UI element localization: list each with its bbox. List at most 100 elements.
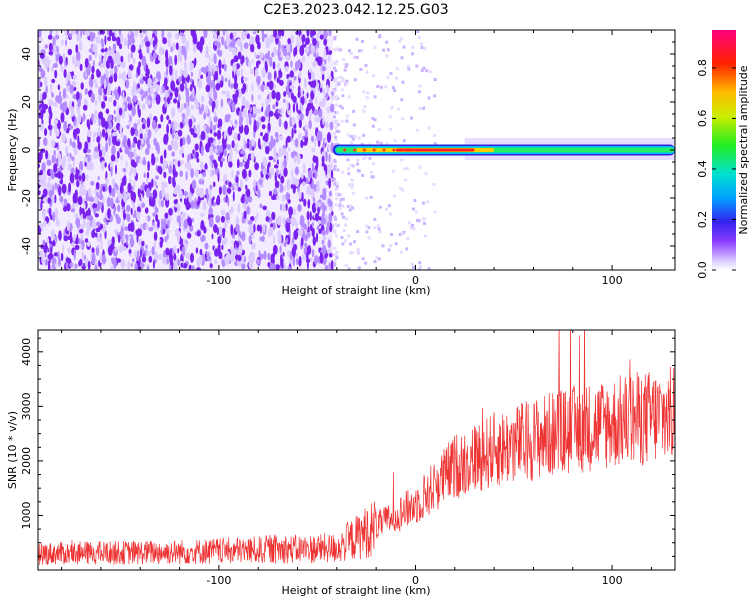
noise-cell [239, 41, 244, 53]
noise-cell [179, 170, 183, 177]
noise-cell [377, 227, 381, 231]
noise-cell [40, 244, 45, 249]
noise-cell [133, 84, 138, 91]
noise-cell [432, 183, 436, 186]
noise-cell [211, 30, 215, 34]
noise-cell [44, 245, 48, 251]
noise-cell [203, 66, 207, 75]
noise-cell [123, 246, 127, 251]
noise-cell [362, 109, 366, 113]
noise-cell [309, 224, 313, 232]
noise-cell [355, 37, 359, 41]
noise-cell [212, 124, 217, 131]
noise-cell [234, 55, 238, 61]
noise-cell [127, 69, 132, 79]
noise-cell [119, 124, 123, 135]
noise-cell [344, 83, 348, 87]
noise-cell [385, 40, 389, 44]
noise-cell [154, 59, 160, 65]
noise-cell [268, 91, 272, 102]
noise-cell [260, 132, 263, 137]
noise-cell [38, 45, 41, 51]
noise-cell [167, 219, 170, 228]
noise-cell [223, 148, 227, 157]
noise-cell [278, 169, 283, 176]
noise-cell [101, 43, 105, 48]
noise-cell [343, 63, 347, 67]
colorbar-label: Normalized spectral amplitude [737, 65, 750, 234]
noise-cell [118, 72, 122, 80]
noise-cell [164, 217, 167, 227]
noise-cell [323, 138, 327, 144]
noise-cell [304, 94, 308, 105]
noise-cell [356, 248, 360, 251]
noise-cell [129, 221, 135, 233]
noise-cell [241, 168, 247, 179]
noise-cell [311, 135, 314, 143]
noise-cell [38, 78, 41, 89]
y-tick-label: -40 [20, 237, 33, 255]
noise-cell [333, 48, 336, 52]
noise-cell [88, 91, 92, 98]
noise-cell [122, 138, 127, 148]
noise-cell [114, 247, 117, 252]
noise-cell [269, 168, 275, 176]
noise-cell [371, 124, 375, 128]
noise-cell [112, 135, 117, 146]
noise-cell [287, 182, 291, 191]
noise-cell [236, 158, 240, 169]
noise-cell [192, 132, 198, 138]
noise-cell [206, 252, 210, 258]
noise-cell [229, 252, 235, 263]
noise-cell [336, 224, 340, 227]
noise-cell [59, 195, 64, 203]
noise-cell [332, 177, 336, 181]
noise-cell [108, 96, 113, 103]
noise-cell [186, 40, 190, 51]
noise-cell [47, 124, 53, 131]
noise-cell [316, 82, 320, 90]
noise-cell [49, 110, 53, 120]
noise-cell [275, 137, 279, 143]
noise-cell [43, 76, 48, 86]
noise-cell [86, 148, 92, 154]
noise-cell [64, 145, 69, 155]
noise-cell [322, 143, 326, 149]
noise-cell [135, 73, 138, 79]
noise-cell [330, 169, 334, 179]
noise-cell [411, 223, 414, 227]
noise-cell [163, 133, 169, 145]
noise-cell [137, 188, 141, 198]
noise-cell [214, 259, 218, 265]
noise-cell [76, 179, 80, 188]
noise-cell [326, 248, 332, 255]
noise-cell [335, 192, 339, 196]
noise-cell [201, 179, 205, 185]
noise-cell [403, 167, 407, 171]
noise-cell [103, 217, 107, 223]
noise-cell [334, 126, 338, 129]
noise-cell [423, 217, 427, 221]
noise-cell [133, 80, 136, 86]
noise-cell [414, 210, 418, 214]
noise-cell [265, 173, 270, 180]
noise-cell [52, 228, 55, 238]
noise-cell [57, 95, 63, 105]
noise-cell [230, 205, 234, 214]
noise-cell [91, 253, 95, 264]
noise-cell [225, 212, 230, 221]
noise-cell [214, 248, 219, 257]
noise-cell [251, 82, 254, 92]
noise-cell [170, 80, 175, 91]
noise-cell [255, 34, 260, 45]
noise-cell [220, 215, 225, 223]
spectrogram-xlabel: Height of straight line (km) [281, 284, 430, 297]
noise-cell [115, 213, 119, 220]
noise-cell [93, 132, 96, 139]
noise-cell [293, 47, 296, 57]
noise-cell [390, 106, 394, 110]
noise-cell [312, 37, 317, 47]
noise-cell [333, 66, 336, 70]
noise-cell [64, 39, 68, 46]
noise-cell [289, 43, 293, 54]
